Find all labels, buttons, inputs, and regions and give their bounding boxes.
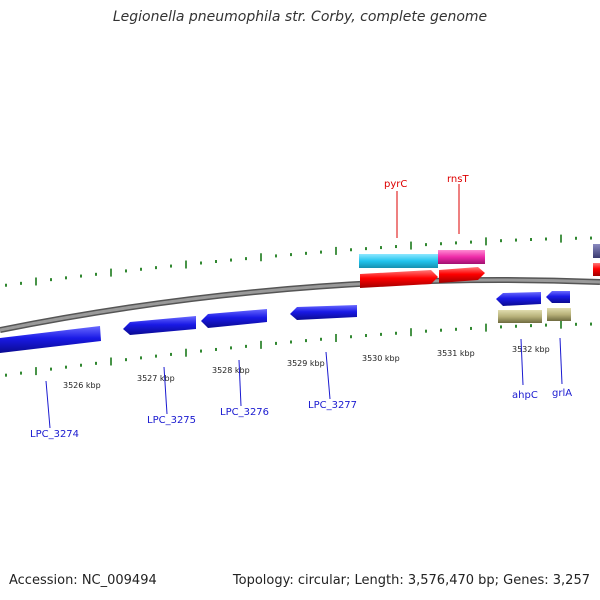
- label-pyrc[interactable]: pyrC: [384, 179, 407, 190]
- gene-pyrc[interactable]: [360, 270, 438, 288]
- genome-summary: Topology: circular; Length: 3,576,470 bp…: [232, 573, 590, 588]
- label-lpc-3276[interactable]: LPC_3276: [220, 407, 269, 418]
- label-lpc-3277[interactable]: LPC_3277: [308, 400, 357, 411]
- scale-label: 3532 kbp: [512, 345, 550, 354]
- connector-lpc-3275: [163, 366, 168, 415]
- cds-pyrc[interactable]: [359, 254, 438, 268]
- gene-lpc-3277[interactable]: [290, 305, 357, 320]
- cds-ahpc[interactable]: [498, 310, 542, 323]
- scale-label: 3526 kbp: [63, 381, 101, 390]
- connector-lpc-3274: [45, 380, 51, 429]
- scale-label: 3527 kbp: [137, 374, 175, 383]
- gene-edge[interactable]: [593, 263, 600, 276]
- gene-lpc-3276[interactable]: [201, 309, 267, 328]
- lower-strand-genes: [0, 291, 571, 353]
- scale-label: 3531 kbp: [437, 349, 475, 358]
- cds-edge[interactable]: [593, 244, 600, 258]
- connector-lpc-3277: [325, 351, 331, 400]
- gene-lpc-3274[interactable]: [0, 326, 101, 353]
- accession-label: Accession: NC_009494: [9, 573, 157, 588]
- upper-strand-genes: [359, 244, 600, 288]
- scale-label: 3530 kbp: [362, 354, 400, 363]
- scale-label: 3529 kbp: [287, 359, 325, 368]
- upper-tick-row: [5, 234, 592, 287]
- scale-label: 3528 kbp: [212, 366, 250, 375]
- cds-grla[interactable]: [547, 308, 571, 321]
- cds-rnst[interactable]: [438, 250, 485, 264]
- gene-lpc-3275[interactable]: [123, 316, 196, 335]
- label-grla[interactable]: grlA: [552, 388, 572, 399]
- label-lpc-3274[interactable]: LPC_3274: [30, 429, 79, 440]
- connector-grla: [559, 337, 563, 385]
- genome-backbone: [0, 278, 600, 332]
- gene-ahpc[interactable]: [496, 292, 541, 306]
- gene-grla[interactable]: [546, 291, 570, 303]
- label-ahpc[interactable]: ahpC: [512, 390, 538, 401]
- lower-tick-row: [5, 320, 592, 377]
- gene-rnst[interactable]: [439, 267, 485, 283]
- genome-title: Legionella pneumophila str. Corby, compl…: [112, 9, 488, 25]
- connector-lpc-3276: [238, 359, 242, 407]
- label-rnst[interactable]: rnsT: [447, 174, 469, 185]
- connector-ahpc: [520, 338, 524, 386]
- label-lpc-3275[interactable]: LPC_3275: [147, 415, 196, 426]
